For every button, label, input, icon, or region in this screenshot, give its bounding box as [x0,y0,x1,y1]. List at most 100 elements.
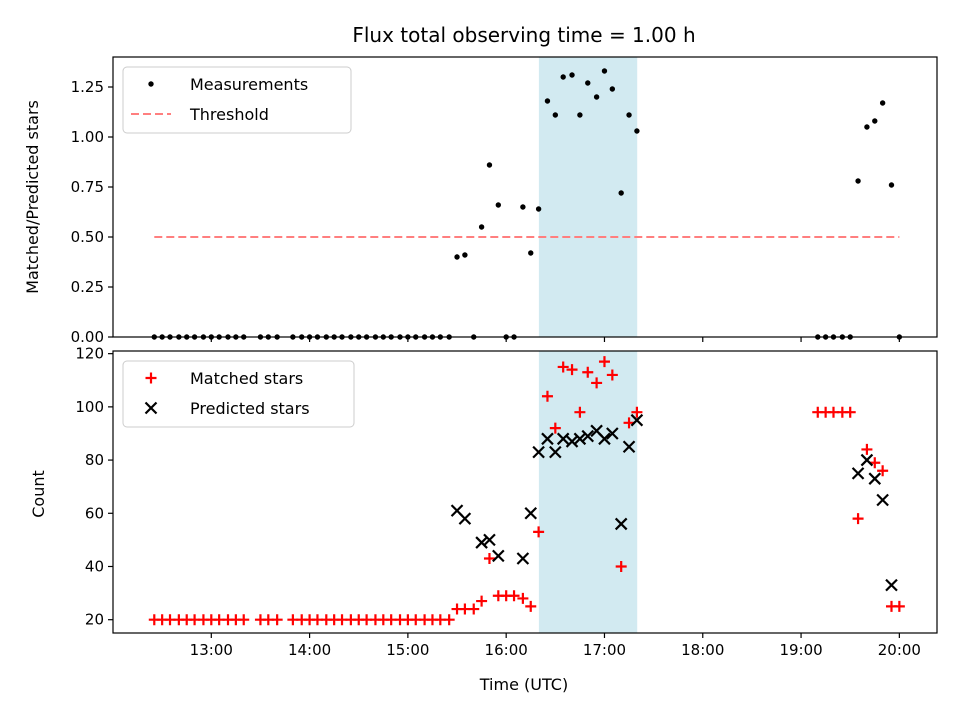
x-tick-label-7: 20:00 [878,641,921,659]
highlight-span-bottom [538,351,638,633]
y-tick-label-bottom-4: 100 [75,398,104,416]
series-predicted-stars-point-17 [614,517,628,531]
series-predicted-stars-point-15 [598,432,611,446]
legend-label-top-1: Threshold [189,105,269,124]
series-predicted-stars-point-5 [516,552,530,565]
series-predicted-stars-point-18 [622,440,636,454]
x-tick-label-2: 15:00 [386,641,429,659]
x-axis-label: Time (UTC) [479,675,568,694]
series-measurements-point-65 [872,118,878,124]
series-predicted-stars-point-7 [532,445,545,459]
series-predicted-stars-point-21 [860,453,874,467]
series-matched-stars-point-43 [517,592,529,604]
series-matched-stars-point-42 [508,590,520,602]
series-matched-stars-point-54 [606,369,618,381]
series-matched-stars-point-37 [468,603,480,615]
axes-layer: 0.00 0.25 0.50 0.75 1.00 1.25 20 40 60 80 100 120 13… [71,56,938,659]
series-predicted-stars-point-6 [524,507,538,520]
series-predicted-stars-point-13 [581,429,595,443]
x-tick-label-0: 13:00 [190,641,233,659]
series-measurements-point-54 [609,86,616,92]
series-measurements-point-40 [478,224,485,230]
series-matched-stars-point-48 [557,361,569,373]
x-tick-label-3: 16:00 [485,641,528,659]
series-predicted-stars-point-9 [549,445,562,459]
legend-layer: Measurements Threshold Matched stars Predic… [122,66,355,428]
series-predicted-stars-point-3 [483,533,496,547]
series-predicted-stars-point-11 [565,435,579,448]
series-predicted-stars-point-12 [573,432,587,446]
series-measurements-point-45 [535,206,542,212]
series-matched-stars-point-49 [566,364,578,376]
series-measurements-point-56 [626,112,632,118]
series-matched-stars-point-39 [483,553,495,565]
series-measurements-point-50 [577,112,583,118]
legend-marker-top-0 [148,81,154,87]
series-predicted-stars-point-24 [885,578,898,592]
series-matched-stars-point-45 [533,526,545,538]
series-measurements-point-52 [593,94,600,100]
series-matched-stars-point-63 [852,513,864,525]
bottom-y-axis-label: Count [29,470,48,518]
series-matched-stars-point-46 [541,390,553,402]
series-matched-stars-point-38 [476,595,488,607]
series-matched-stars-point-34 [443,614,455,626]
x-tick-label-1: 14:00 [288,641,331,659]
legend-label-bottom-1: Predicted stars [190,399,310,418]
series-matched-stars-point-11 [238,614,250,626]
y-tick-label-top-5: 1.25 [71,78,104,96]
y-tick-label-bottom-1: 40 [85,557,104,575]
y-tick-label-top-3: 0.75 [71,178,104,196]
series-predicted-stars-point-16 [606,427,619,440]
series-matched-stars-point-62 [844,406,856,418]
highlight-layer [538,57,638,633]
series-matched-stars-point-57 [631,406,643,418]
series-measurements-point-64 [864,124,870,130]
series-measurements-point-43 [520,204,526,210]
series-measurements-point-47 [552,112,559,118]
x-tick-label-6: 19:00 [779,641,822,659]
y-tick-label-bottom-5: 120 [75,345,104,363]
y-tick-label-top-4: 1.00 [71,128,104,146]
series-measurements-point-48 [560,74,566,80]
series-measurements-point-38 [454,254,460,260]
series-matched-stars-point-47 [549,422,561,434]
series-measurements-point-53 [601,68,608,74]
series-predicted-stars-point-1 [458,512,472,525]
series-matched-stars-point-55 [615,560,627,572]
legend-marker-bottom-0 [145,372,157,384]
marks-layer [148,68,905,626]
legend-label-bottom-0: Matched stars [190,369,303,388]
series-measurements-point-46 [544,98,551,104]
series-measurements-point-41 [486,162,493,168]
y-tick-label-bottom-0: 20 [85,611,104,629]
legend-box-top [122,66,352,134]
chart-title: Flux total observing time = 1.00 h [352,23,695,47]
series-matched-stars-point-14 [271,614,283,626]
series-matched-stars-point-52 [591,377,603,389]
series-predicted-stars-point-23 [876,493,889,507]
y-tick-label-top-1: 0.25 [71,278,104,296]
series-measurements-point-55 [618,190,624,196]
series-measurements-point-49 [569,72,575,78]
series-predicted-stars-point-2 [475,536,488,549]
x-tick-label-4: 17:00 [583,641,626,659]
y-tick-label-bottom-2: 60 [85,504,104,522]
legend-label-top-0: Measurements [190,75,308,94]
series-matched-stars-point-68 [893,600,905,612]
series-measurements-point-63 [855,178,861,184]
y-tick-label-bottom-3: 80 [85,451,104,469]
series-measurements-point-67 [888,182,895,188]
series-matched-stars-point-51 [582,366,594,378]
highlight-span-top [538,57,638,337]
series-matched-stars-point-64 [861,443,873,455]
plot-frame-bottom [112,350,938,634]
series-measurements-point-57 [634,128,640,134]
plot-frame-top [112,56,938,338]
series-matched-stars-point-44 [525,600,537,612]
series-predicted-stars-point-10 [556,432,570,446]
series-matched-stars-point-50 [574,406,586,418]
series-measurements-point-42 [495,202,502,208]
series-predicted-stars-point-22 [868,472,882,485]
series-measurements-point-44 [528,250,534,256]
